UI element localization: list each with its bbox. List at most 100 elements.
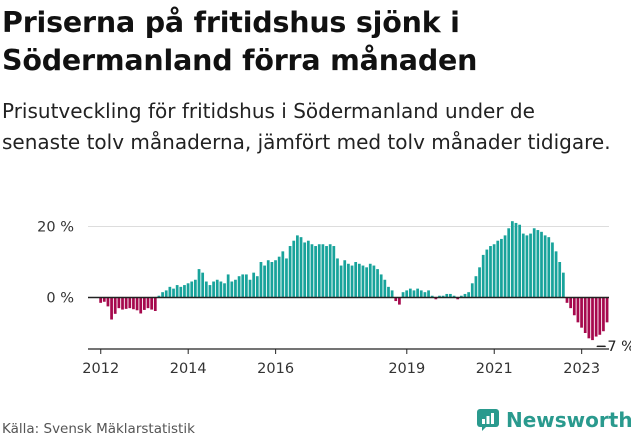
bar (285, 258, 288, 298)
bar (230, 281, 234, 298)
bar (164, 290, 168, 298)
bar (496, 240, 500, 298)
bar (470, 283, 474, 298)
bar (194, 279, 197, 298)
brand-name: Newsworthy (506, 408, 631, 432)
bar (361, 265, 365, 298)
bar (339, 265, 343, 298)
bar (321, 244, 325, 298)
bar (558, 262, 562, 298)
bar (296, 235, 299, 298)
bar (412, 290, 416, 298)
bar (332, 246, 336, 298)
bar (197, 269, 201, 298)
bar (379, 274, 383, 298)
bar (438, 295, 441, 298)
bar (456, 297, 460, 300)
bar (157, 295, 161, 298)
bar (175, 285, 179, 298)
bar (303, 242, 307, 298)
y-tick-label: 20 % (37, 220, 74, 236)
bar (99, 297, 103, 303)
axis-labels: 0 % 20 % 2012 2014 2016 2019 2021 2023 −7 % (37, 220, 631, 378)
chart-title: Priserna på fritidshus sjönk i Södermanl… (2, 6, 478, 77)
bar (368, 263, 372, 298)
bar (445, 293, 449, 298)
bar (543, 235, 547, 298)
bars (99, 221, 609, 341)
chart-subtitle: Prisutveckling för fritidshus i Söderman… (2, 99, 611, 154)
bar (565, 297, 569, 303)
bar (245, 274, 248, 298)
bar (266, 260, 270, 298)
bar (223, 283, 226, 298)
x-tick-label: 2019 (388, 361, 425, 377)
bar (325, 246, 328, 298)
bar (485, 249, 489, 298)
x-tick-label: 2014 (170, 361, 207, 377)
bar (551, 242, 554, 298)
bar (314, 246, 317, 298)
bar (248, 279, 252, 298)
bar (463, 293, 467, 298)
newsworthy-logo-icon (477, 409, 499, 431)
bar (132, 297, 135, 310)
latest-value-label: −7 % (595, 339, 631, 355)
bar (234, 279, 237, 298)
bar (121, 297, 124, 310)
bar (390, 290, 394, 298)
bar (113, 297, 117, 314)
bar (212, 281, 215, 298)
bar (124, 297, 128, 309)
bar (208, 285, 212, 298)
bar (529, 233, 532, 298)
bar (474, 276, 478, 298)
bar (135, 297, 139, 311)
bar (241, 274, 245, 298)
bar (317, 244, 321, 298)
bar (394, 297, 398, 302)
bar (106, 297, 110, 307)
bar (110, 297, 113, 320)
bar (219, 281, 223, 298)
bar (467, 292, 470, 298)
bar (150, 297, 154, 310)
bar (186, 283, 190, 298)
bar (540, 231, 543, 298)
bar (481, 254, 485, 298)
bar (354, 262, 358, 298)
bar (143, 297, 146, 310)
bar (591, 297, 594, 341)
bar (598, 297, 602, 335)
bar (405, 290, 409, 298)
bar (521, 233, 525, 298)
bar (554, 251, 558, 298)
bar (128, 297, 132, 309)
bar (518, 224, 522, 298)
bar (572, 297, 576, 316)
bar (179, 286, 183, 298)
bar (401, 292, 405, 298)
bar (569, 297, 573, 309)
x-tick-label: 2012 (82, 361, 119, 377)
bar (270, 262, 274, 298)
x-tick-label: 2016 (257, 361, 294, 377)
bar (204, 281, 208, 298)
brand-logo: Newsworthy (476, 408, 631, 432)
bar (416, 288, 419, 298)
bar (255, 276, 259, 298)
bar (310, 244, 314, 298)
bar (288, 246, 292, 298)
bar (500, 238, 503, 298)
bar (357, 263, 361, 298)
bar (201, 272, 205, 298)
bar (536, 230, 540, 298)
bar (292, 240, 296, 298)
bar (576, 297, 580, 323)
x-tick-label: 2021 (476, 361, 513, 377)
bar (503, 235, 507, 298)
bar (139, 297, 143, 314)
bar (237, 276, 241, 298)
bar (419, 290, 423, 298)
bar (263, 265, 266, 298)
